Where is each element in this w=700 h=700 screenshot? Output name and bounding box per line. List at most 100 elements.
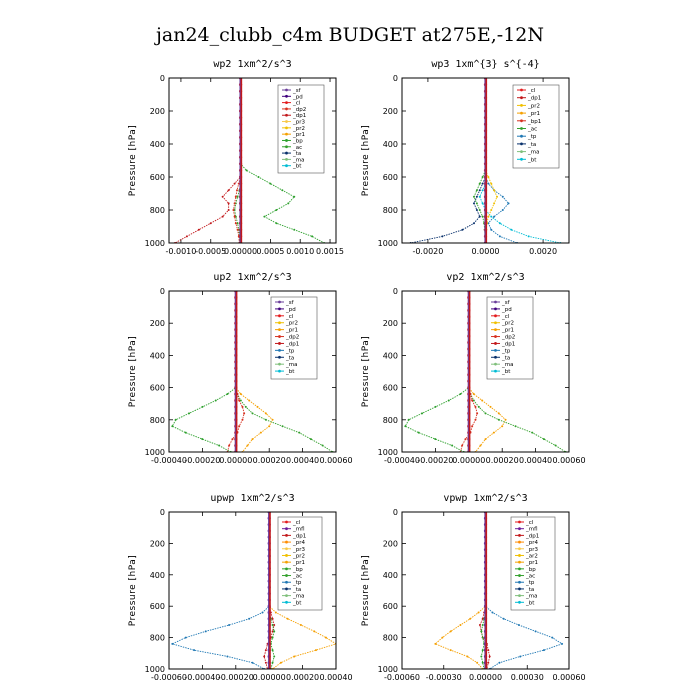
legend-label-tp: _tp <box>501 348 511 354</box>
data-point-pr1 <box>259 431 262 434</box>
legend-label-tp: _tp <box>292 580 302 586</box>
data-point-tp <box>502 617 505 620</box>
data-point-bt <box>490 215 493 218</box>
legend-box <box>510 516 556 611</box>
data-point-ta <box>475 209 478 211</box>
y-tick-label: 0 <box>393 287 398 296</box>
legend-marker <box>518 540 521 544</box>
data-point-bp <box>214 399 217 402</box>
data-point-ac <box>478 182 481 185</box>
legend-marker <box>520 150 523 154</box>
data-point-pr1 <box>459 624 462 627</box>
data-point-tp <box>228 624 231 627</box>
data-point-pr1 <box>256 405 259 408</box>
y-tick-label: 800 <box>150 416 165 425</box>
y-tick-label: 200 <box>150 539 165 548</box>
data-point-tp <box>204 630 207 633</box>
legend-label-pr3: _pr3 <box>292 547 306 553</box>
legend-label-tp: _tp <box>285 348 295 354</box>
data-point-pr1 <box>469 617 472 620</box>
legend-marker <box>285 587 288 591</box>
x-tick-label: -0.00020 <box>218 673 254 682</box>
legend-marker <box>494 314 497 318</box>
data-point-bp <box>481 661 484 664</box>
data-point-dp2 <box>461 444 464 447</box>
data-point-dp1 <box>271 630 274 633</box>
legend-label-cl: _cl <box>292 520 301 526</box>
data-point-bp <box>273 655 276 658</box>
legend-marker <box>494 362 497 366</box>
data-point-ta <box>478 215 481 218</box>
legend-label-dp1: _dp1 <box>292 533 306 539</box>
legend-label-ta: _ta <box>501 355 510 361</box>
data-point-ta <box>461 228 464 231</box>
legend-marker <box>518 520 521 524</box>
y-tick-label: 1000 <box>378 448 398 457</box>
x-tick-label: 0.00040 <box>286 456 319 465</box>
legend-marker <box>278 328 281 332</box>
legend-label-bt: _bt <box>285 369 295 375</box>
x-tick-label: 0.00020 <box>253 456 286 465</box>
x-tick-label: -0.00020 <box>417 456 453 465</box>
x-tick-label: 0.00000 <box>224 247 257 256</box>
legend-marker <box>285 580 288 584</box>
legend-label-sf: _sf <box>285 300 295 306</box>
series-line-bp <box>171 291 237 452</box>
x-tick-label: 0.00040 <box>519 456 552 465</box>
data-point-bt <box>510 228 513 231</box>
y-tick-label: 400 <box>383 140 398 149</box>
legend-label-ma: _ma <box>525 594 537 600</box>
legend-label-ac: _ac <box>527 127 537 133</box>
data-point-pr1 <box>293 655 296 658</box>
data-point-pr1 <box>314 649 317 652</box>
panel-title: up2 1xm^2/s^3 <box>213 272 291 283</box>
data-point-tp <box>501 209 504 211</box>
legend-label-mfl: _mfl <box>525 527 538 533</box>
data-point-dp1 <box>488 655 491 658</box>
data-point-dp1 <box>227 202 230 205</box>
legend-label-bt: _bt <box>527 157 537 163</box>
data-point-bp <box>481 624 484 627</box>
data-point-bp <box>218 444 221 447</box>
data-point-tp <box>498 661 501 664</box>
legend-marker <box>518 594 521 598</box>
data-point-ac <box>475 202 478 205</box>
data-point-bp <box>263 215 266 218</box>
data-point-tp <box>226 655 229 658</box>
data-point-tp <box>171 642 174 645</box>
data-point-bp <box>447 399 450 402</box>
data-point-ac <box>497 418 500 421</box>
y-tick-label: 200 <box>383 319 398 328</box>
data-point-pr1 <box>274 611 277 614</box>
series-group <box>173 78 326 243</box>
legend-label-dp2: _dp2 <box>285 335 299 341</box>
series-line-bp <box>404 291 470 452</box>
legend-marker <box>285 139 288 142</box>
data-point-dp1 <box>263 655 266 658</box>
plot-frame <box>401 77 570 244</box>
data-point-dp2 <box>235 189 238 192</box>
legend-marker <box>285 540 288 544</box>
x-tick-label: 0.00020 <box>286 673 319 682</box>
y-tick-label: 200 <box>150 107 165 116</box>
data-point-bp <box>271 649 274 652</box>
data-point-dp1 <box>481 617 484 620</box>
data-point-bp <box>404 425 407 428</box>
legend-box <box>512 84 560 169</box>
data-point-ac <box>531 431 534 434</box>
legend-label-cl: _cl <box>501 314 510 320</box>
legend-label-pr3: _pr3 <box>525 547 539 553</box>
legend-label-dp1: _dp1 <box>527 96 541 102</box>
legend-label-ma: _ma <box>292 594 304 600</box>
panel-title: upwp 1xm^2/s^3 <box>210 493 294 504</box>
data-point-pr1 <box>479 444 482 447</box>
data-point-pr1 <box>449 630 452 633</box>
data-point-tp <box>517 624 520 627</box>
data-point-bp <box>271 624 274 627</box>
legend-marker <box>285 527 288 531</box>
x-tick-label: -0.00040 <box>151 456 187 465</box>
data-point-ac <box>264 418 267 421</box>
legend-label-dp2: _dp2 <box>501 335 515 341</box>
legend-marker <box>278 348 281 352</box>
